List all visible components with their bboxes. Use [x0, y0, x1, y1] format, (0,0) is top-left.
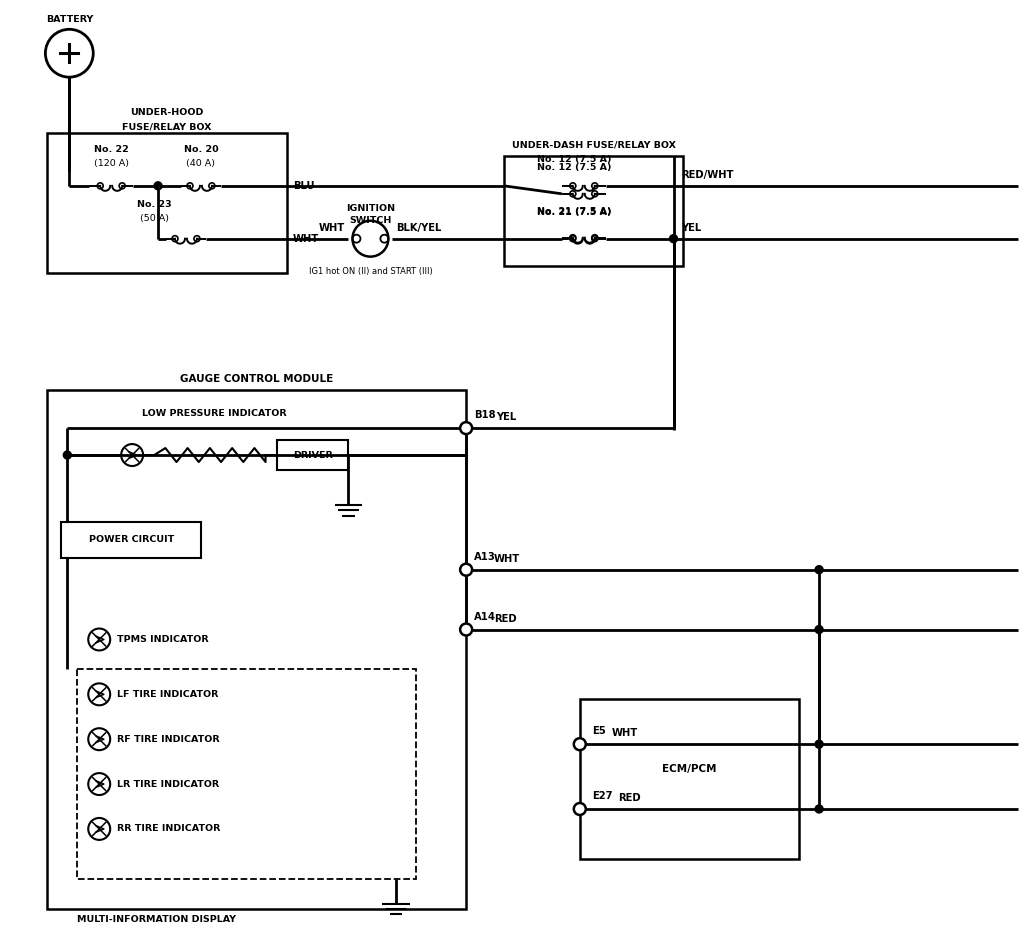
Circle shape [460, 564, 472, 576]
Bar [580, 700, 799, 859]
Bar [47, 133, 287, 273]
Bar [276, 440, 348, 470]
Text: WHT: WHT [494, 553, 520, 564]
Text: LOW PRESSURE INDICATOR: LOW PRESSURE INDICATOR [142, 409, 287, 418]
Text: E27: E27 [592, 791, 612, 801]
Text: RF TIRE INDICATOR: RF TIRE INDICATOR [117, 734, 220, 744]
Bar [47, 390, 466, 909]
Bar [504, 156, 683, 265]
Text: A14: A14 [474, 612, 496, 622]
Circle shape [63, 451, 72, 459]
Circle shape [815, 740, 823, 749]
Text: (120 A): (120 A) [93, 159, 129, 168]
Text: DRIVER: DRIVER [293, 450, 333, 460]
Bar [61, 522, 201, 558]
Text: IG1 hot ON (II) and START (III): IG1 hot ON (II) and START (III) [308, 266, 432, 276]
Text: No. 21 (7.5 A): No. 21 (7.5 A) [537, 207, 611, 217]
Text: E5: E5 [592, 726, 605, 736]
Circle shape [460, 624, 472, 636]
Text: RED/WHT: RED/WHT [682, 170, 734, 180]
Text: BLK/YEL: BLK/YEL [396, 222, 441, 233]
Text: LR TIRE INDICATOR: LR TIRE INDICATOR [117, 779, 219, 789]
Circle shape [815, 805, 823, 813]
Bar [77, 670, 417, 879]
Circle shape [815, 626, 823, 633]
Text: BLU: BLU [293, 181, 314, 190]
Text: No. 12 (7.5 A): No. 12 (7.5 A) [537, 155, 611, 164]
Text: A13: A13 [474, 552, 496, 562]
Text: RR TIRE INDICATOR: RR TIRE INDICATOR [117, 825, 220, 834]
Text: WHT: WHT [318, 222, 344, 233]
Text: B18: B18 [474, 410, 496, 420]
Circle shape [154, 182, 162, 189]
Text: UNDER-DASH FUSE/RELAY BOX: UNDER-DASH FUSE/RELAY BOX [512, 141, 676, 150]
Circle shape [460, 422, 472, 434]
Circle shape [815, 566, 823, 574]
Text: LF TIRE INDICATOR: LF TIRE INDICATOR [117, 689, 218, 699]
Text: RED: RED [494, 613, 517, 624]
Circle shape [573, 738, 586, 750]
Text: RED: RED [617, 793, 640, 803]
Text: WHT: WHT [611, 728, 638, 738]
Text: BATTERY: BATTERY [46, 15, 93, 24]
Text: No. 21 (7.5 A): No. 21 (7.5 A) [537, 206, 611, 216]
Text: UNDER-HOOD: UNDER-HOOD [130, 108, 204, 117]
Text: FUSE/RELAY BOX: FUSE/RELAY BOX [122, 122, 212, 131]
Text: No. 20: No. 20 [183, 145, 218, 154]
Text: No. 12 (7.5 A): No. 12 (7.5 A) [537, 163, 611, 172]
Text: TPMS INDICATOR: TPMS INDICATOR [117, 635, 209, 644]
Text: GAUGE CONTROL MODULE: GAUGE CONTROL MODULE [180, 374, 334, 385]
Text: (50 A): (50 A) [139, 214, 169, 222]
Circle shape [573, 803, 586, 815]
Text: (40 A): (40 A) [186, 159, 215, 168]
Text: MULTI-INFORMATION DISPLAY: MULTI-INFORMATION DISPLAY [77, 915, 237, 924]
Text: POWER CIRCUIT: POWER CIRCUIT [88, 536, 174, 544]
Text: WHT: WHT [293, 234, 318, 244]
Text: IGNITION: IGNITION [346, 204, 395, 213]
Text: YEL: YEL [496, 412, 516, 422]
Text: ECM/PCM: ECM/PCM [663, 764, 717, 774]
Text: No. 22: No. 22 [94, 145, 129, 154]
Text: YEL: YEL [682, 222, 701, 233]
Text: SWITCH: SWITCH [349, 216, 391, 225]
Circle shape [670, 234, 678, 243]
Text: No. 23: No. 23 [137, 200, 171, 209]
